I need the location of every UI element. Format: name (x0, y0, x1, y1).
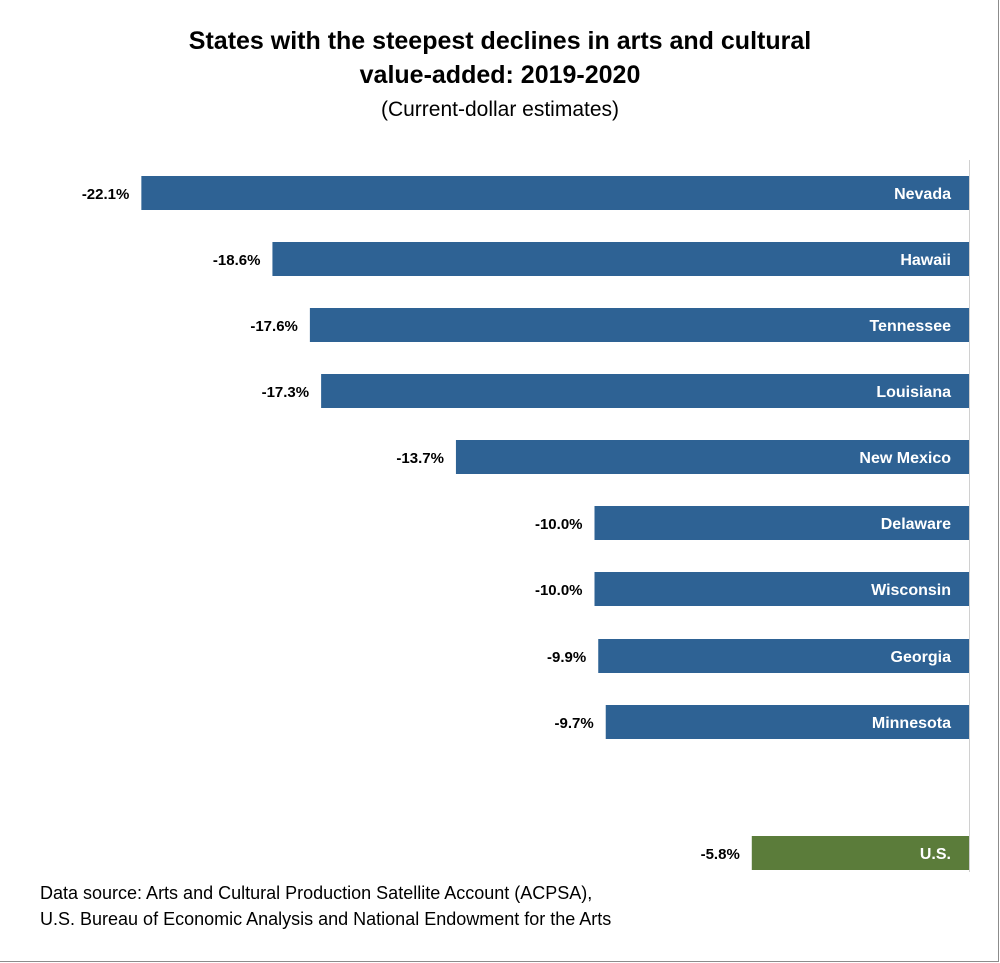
category-label-tennessee: Tennessee (869, 318, 951, 335)
value-label-wisconsin: -10.0% (535, 582, 583, 599)
value-label-tennessee: -17.6% (250, 318, 298, 335)
bar-minnesota (605, 705, 969, 739)
chart-subtitle: (Current-dollar estimates) (380, 98, 620, 121)
value-label-georgia: -9.9% (547, 649, 586, 666)
category-label-new-mexico: New Mexico (859, 450, 951, 467)
footnote-source-line-1: Data source: Arts and Cultural Productio… (40, 883, 593, 903)
bar-georgia (598, 639, 969, 673)
value-label-hawaii: -18.6% (213, 252, 261, 269)
category-label-delaware: Delaware (881, 516, 951, 533)
bar-nevada (141, 176, 970, 210)
category-label-hawaii: Hawaii (900, 252, 951, 269)
category-label-wisconsin: Wisconsin (871, 582, 951, 599)
bar-hawaii (272, 242, 969, 276)
bar-tennessee (309, 308, 969, 342)
bar-louisiana (321, 374, 969, 408)
value-label-new-mexico: -13.7% (396, 450, 444, 467)
bar-u-s (751, 836, 969, 870)
value-label-minnesota: -9.7% (555, 715, 594, 732)
chart-title-line-1: States with the steepest declines in art… (188, 27, 812, 55)
category-label-louisiana: Louisiana (876, 384, 951, 401)
category-label-minnesota: Minnesota (872, 715, 951, 732)
value-label-nevada: -22.1% (82, 186, 130, 203)
value-label-u-s: -5.8% (701, 846, 740, 863)
category-label-georgia: Georgia (891, 649, 952, 666)
chart-title-line-2: value-added: 2019-2020 (359, 61, 641, 89)
value-label-louisiana: -17.3% (262, 384, 310, 401)
category-label-u-s: U.S. (920, 846, 951, 863)
value-label-delaware: -10.0% (535, 516, 583, 533)
bar-delaware (594, 506, 969, 540)
footnote-source-line-2: U.S. Bureau of Economic Analysis and Nat… (40, 909, 612, 929)
bar-new-mexico (455, 440, 969, 474)
bar-group: Nevada -22.1% Hawaii -18.6% Tennessee -17.6% L… (82, 176, 970, 870)
bar-wisconsin (594, 572, 969, 606)
category-label-nevada: Nevada (894, 186, 951, 203)
